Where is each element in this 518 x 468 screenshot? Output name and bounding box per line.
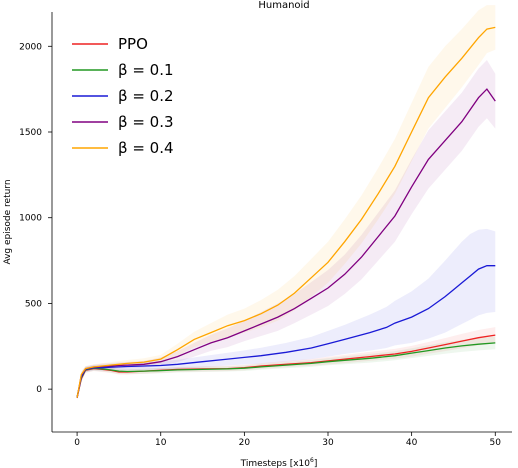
y-axis-label: Avg episode return — [3, 179, 13, 264]
x-axis-label-end: ] — [314, 459, 318, 468]
y-tick-label: 1000 — [19, 214, 42, 224]
chart-title: Humanoid — [258, 0, 309, 11]
x-axis-label-exponent: 6 — [310, 457, 314, 464]
legend-label-2: β = 0.1 — [118, 61, 174, 79]
x-tick-label: 40 — [406, 438, 418, 448]
y-tick-label: 500 — [25, 299, 42, 309]
y-tick-label: 2000 — [19, 42, 42, 52]
band-series-3 — [77, 228, 496, 400]
line-series-3 — [76, 265, 496, 398]
band-series-5 — [77, 5, 496, 400]
x-tick-label: 30 — [322, 438, 334, 448]
x-tick-label: 50 — [490, 438, 502, 448]
band-series-1 — [77, 327, 496, 400]
line-series-5 — [76, 26, 496, 398]
x-tick-label: 10 — [155, 438, 167, 448]
band-series-2 — [77, 336, 496, 399]
y-tick-label: 1500 — [19, 128, 42, 138]
y-tick-label: 0 — [36, 385, 42, 395]
line-series-4 — [76, 88, 496, 398]
legend-label-5: β = 0.4 — [118, 139, 174, 157]
series-lines — [76, 26, 496, 398]
legend: PPO β = 0.1 β = 0.2 β = 0.3 β = 0.4 — [72, 35, 174, 157]
legend-label-3: β = 0.2 — [118, 87, 174, 105]
legend-label-1: PPO — [118, 35, 148, 53]
line-series-2 — [76, 342, 496, 398]
legend-label-4: β = 0.3 — [118, 113, 174, 131]
x-tick-label: 20 — [239, 438, 251, 448]
x-axis-label: Timesteps [x106] — [240, 457, 318, 468]
x-axis-label-main: Timesteps [x10 — [240, 459, 311, 468]
x-tick-label: 0 — [74, 438, 80, 448]
